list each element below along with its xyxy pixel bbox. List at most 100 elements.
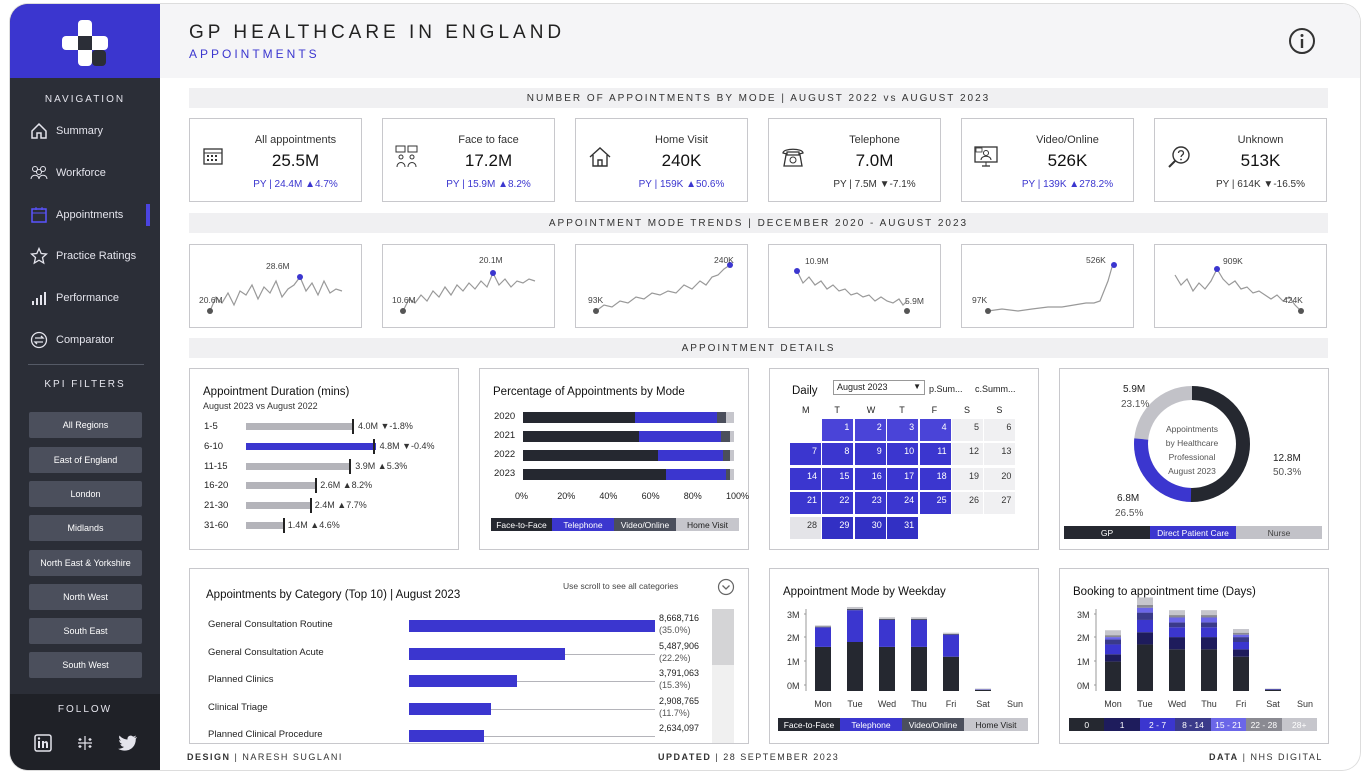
calendar-day-cell[interactable]: 10 (887, 443, 919, 466)
stack-segment[interactable] (1137, 632, 1153, 645)
stack-segment[interactable] (815, 646, 831, 691)
nav-item-comparator[interactable]: Comparator (30, 329, 150, 351)
legend-booking-bucket[interactable]: 15 - 21 (1210, 718, 1247, 731)
legend-direct-patient-care[interactable]: Direct Patient Care (1150, 526, 1236, 539)
mode-bar-segment[interactable] (666, 469, 726, 480)
calendar-day-cell[interactable]: 5 (952, 419, 983, 441)
legend-home-visit[interactable]: Home Visit (964, 718, 1028, 731)
kpi-card-telephone[interactable]: Telephone 7.0M PY | 7.5M ▼-7.1% (768, 118, 941, 202)
legend-telephone[interactable]: Telephone (552, 518, 614, 531)
stack-segment[interactable] (1201, 622, 1217, 628)
stack-segment[interactable] (1137, 607, 1153, 613)
filter-south-west[interactable]: South West (29, 652, 142, 678)
stack-segment[interactable] (1105, 635, 1121, 638)
filter-london[interactable]: London (29, 481, 142, 507)
filter-south-east[interactable]: South East (29, 618, 142, 644)
stack-segment[interactable] (1137, 612, 1153, 620)
stack-segment[interactable] (879, 618, 895, 620)
stack-segment[interactable] (975, 689, 991, 691)
twitter-icon[interactable] (118, 734, 138, 752)
legend-booking-bucket[interactable]: 0 (1069, 718, 1105, 731)
scrollbar[interactable] (712, 609, 734, 743)
donut-segment-dpc[interactable] (1134, 386, 1250, 502)
legend-video-online[interactable]: Video/Online (902, 718, 964, 731)
mode-bar-segment[interactable] (723, 450, 730, 461)
mode-bar-segment[interactable] (523, 431, 640, 442)
stack-segment[interactable] (1169, 649, 1185, 691)
stack-segment[interactable] (1201, 615, 1217, 618)
stack-segment[interactable] (1201, 627, 1217, 638)
stack-segment[interactable] (1105, 637, 1121, 640)
stack-segment[interactable] (879, 617, 895, 619)
stack-segment[interactable] (1105, 639, 1121, 645)
calendar-day-cell[interactable]: 26 (952, 492, 983, 515)
calendar-day-cell[interactable]: 15 (822, 467, 854, 490)
calendar-day-cell[interactable]: 18 (919, 467, 951, 490)
nav-item-summary[interactable]: Summary (30, 120, 150, 142)
calendar-day-cell[interactable]: 29 (822, 516, 854, 539)
calendar-day-cell[interactable]: 16 (854, 467, 886, 490)
stack-segment[interactable] (975, 688, 991, 690)
stack-segment[interactable] (1137, 597, 1153, 605)
category-bar[interactable] (409, 647, 565, 660)
calendar-day-cell[interactable]: 22 (822, 492, 854, 515)
nav-item-performance[interactable]: Performance (30, 287, 150, 309)
calendar-day-cell[interactable]: 4 (919, 419, 951, 441)
calendar-day-cell[interactable]: 24 (887, 492, 919, 515)
calendar-day-cell[interactable]: 9 (854, 443, 886, 466)
sparkline-all[interactable]: 20.6M 28.6M (189, 244, 362, 328)
sparkline-video-online[interactable]: 97K 526K (961, 244, 1134, 328)
sparkline-home-visit[interactable]: 93K 240K (575, 244, 748, 328)
legend-booking-bucket[interactable]: 22 - 28 (1246, 718, 1282, 731)
category-bar[interactable] (409, 730, 484, 742)
filter-midlands[interactable]: Midlands (29, 515, 142, 541)
calendar-day-cell[interactable]: 1 (822, 419, 854, 441)
filter-east-of-england[interactable]: East of England (29, 447, 142, 473)
mode-bar-segment[interactable] (729, 450, 734, 461)
calendar-day-cell[interactable]: 8 (822, 443, 854, 466)
stack-segment[interactable] (911, 618, 927, 620)
stack-segment[interactable] (1105, 654, 1121, 662)
stack-segment[interactable] (1169, 617, 1185, 623)
stack-segment[interactable] (1105, 661, 1121, 691)
category-bar[interactable] (409, 675, 517, 687)
kpi-card-face-to-face[interactable]: Face to face 17.2M PY | 15.9M ▲8.2% (382, 118, 555, 202)
kpi-card-video-online[interactable]: Video/Online 526K PY | 139K ▲278.2% (961, 118, 1134, 202)
calendar-day-cell[interactable]: 6 (984, 419, 1016, 441)
kpi-card-all[interactable]: All appointments 25.5M PY | 24.4M ▲4.7% (189, 118, 362, 202)
stack-segment[interactable] (1233, 656, 1249, 691)
stack-segment[interactable] (943, 656, 959, 691)
filter-all-regions[interactable]: All Regions (29, 412, 142, 438)
duration-bar[interactable] (246, 522, 284, 529)
calendar-option-csum[interactable]: c.Summ... (975, 384, 1016, 394)
stack-segment[interactable] (1233, 637, 1249, 642)
stack-segment[interactable] (879, 619, 895, 647)
calendar-day-cell[interactable]: 19 (952, 467, 983, 490)
calendar-day-cell[interactable]: 30 (854, 516, 886, 539)
nav-item-practice-ratings[interactable]: Practice Ratings (30, 245, 150, 267)
legend-booking-bucket[interactable]: 2 - 7 (1139, 718, 1176, 731)
legend-gp[interactable]: GP (1064, 526, 1150, 539)
mode-bar-segment[interactable] (721, 431, 730, 442)
filter-north-west[interactable]: North West (29, 584, 142, 610)
calendar-day-cell[interactable]: 11 (919, 443, 951, 466)
stack-segment[interactable] (943, 633, 959, 635)
mode-bar-segment[interactable] (729, 469, 734, 480)
calendar-day-cell[interactable]: 14 (790, 467, 821, 490)
calendar-day-cell[interactable]: 13 (984, 443, 1016, 466)
mode-bar-segment[interactable] (523, 469, 667, 480)
duration-bar[interactable] (246, 423, 354, 430)
stack-segment[interactable] (1105, 644, 1121, 655)
kpi-card-home-visit[interactable]: Home Visit 240K PY | 159K ▲50.6% (575, 118, 748, 202)
stack-segment[interactable] (943, 634, 959, 657)
calendar-day-cell[interactable]: 21 (790, 492, 821, 515)
nav-item-appointments[interactable]: Appointments (30, 204, 150, 226)
duration-bar[interactable] (246, 462, 352, 470)
calendar-day-cell[interactable]: 25 (919, 492, 951, 515)
calendar-day-cell[interactable]: 27 (984, 492, 1016, 515)
info-icon[interactable] (1288, 27, 1316, 55)
stack-segment[interactable] (1201, 637, 1217, 650)
mode-bar-segment[interactable] (523, 412, 635, 423)
legend-booking-bucket[interactable]: 28+ (1281, 718, 1317, 731)
calendar-day-cell[interactable]: 20 (984, 467, 1016, 490)
